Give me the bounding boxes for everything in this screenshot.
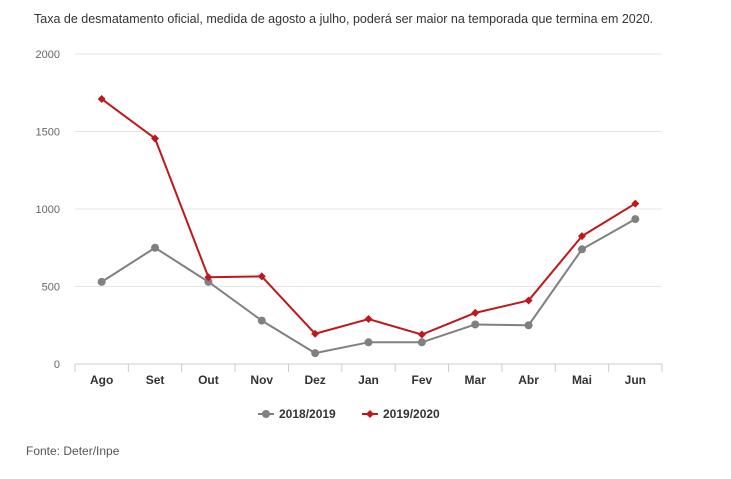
data-point-2018-2019-dez[interactable] (311, 349, 320, 358)
x-tick-label-dez: Dez (304, 373, 325, 387)
data-point-2018-2019-jun[interactable] (631, 215, 640, 224)
data-point-2019-2020-jun[interactable] (631, 199, 640, 208)
y-tick-label-1500: 1500 (36, 127, 60, 139)
x-tick-label-abr: Abr (518, 373, 539, 387)
data-point-2019-2020-abr[interactable] (524, 296, 533, 305)
x-axis-tick-labels: Ago Set Out Nov Dez Jan Fev Mar Abr Mai Jun (90, 373, 646, 387)
data-point-2018-2019-jan[interactable] (364, 338, 373, 347)
y-tick-label-0: 0 (54, 359, 60, 371)
y-tick-label-1000: 1000 (36, 204, 60, 216)
legend-marker-diamond (366, 410, 374, 418)
series-line-2019-2020 (101, 98, 636, 336)
y-axis-tick-labels: 0 500 1000 1500 2000 (36, 49, 60, 371)
data-point-2019-2020-nov[interactable] (257, 272, 266, 281)
series-lines (97, 94, 640, 358)
gridlines (75, 53, 662, 287)
y-tick-label-500: 500 (42, 282, 60, 294)
source-note: Fonte: Deter/Inpe (26, 444, 120, 458)
legend[interactable]: 2018/2019 2019/2020 (258, 407, 440, 421)
legend-label-2018-2019: 2018/2019 (279, 407, 336, 421)
data-point-2019-2020-out[interactable] (204, 273, 213, 282)
y-tick-label-2000: 2000 (36, 49, 60, 61)
x-axis (74, 363, 663, 372)
data-point-2018-2019-out[interactable] (204, 277, 213, 286)
chart-subtitle: Taxa de desmatamento oficial, medida de … (34, 12, 654, 26)
data-point-2019-2020-ago[interactable] (97, 94, 106, 103)
data-point-2019-2020-mar[interactable] (471, 308, 480, 317)
data-point-2018-2019-nov[interactable] (257, 316, 266, 325)
data-point-2019-2020-jan[interactable] (364, 315, 373, 324)
data-point-2018-2019-mar[interactable] (471, 320, 480, 329)
x-tick-label-mar: Mar (465, 373, 487, 387)
x-tick-label-fev: Fev (412, 373, 433, 387)
data-point-2018-2019-mai[interactable] (577, 245, 586, 254)
legend-marker-circle (262, 410, 270, 418)
data-point-2019-2020-fev[interactable] (417, 330, 426, 339)
x-tick-label-out: Out (198, 373, 219, 387)
legend-item-2019-2020[interactable]: 2019/2020 (362, 407, 440, 421)
x-tick-label-set: Set (146, 373, 165, 387)
x-tick-label-nov: Nov (250, 373, 273, 387)
data-point-2018-2019-set[interactable] (151, 243, 160, 252)
data-point-2019-2020-set[interactable] (151, 134, 160, 143)
x-tick-label-jan: Jan (358, 373, 379, 387)
x-tick-label-ago: Ago (90, 373, 113, 387)
data-point-2018-2019-ago[interactable] (97, 277, 106, 286)
data-point-2019-2020-mai[interactable] (577, 232, 586, 241)
data-point-2019-2020-dez[interactable] (311, 329, 320, 338)
data-point-2018-2019-abr[interactable] (524, 321, 533, 330)
data-point-2018-2019-fev[interactable] (417, 338, 426, 347)
legend-item-2018-2019[interactable]: 2018/2019 (258, 407, 336, 421)
x-tick-label-mai: Mai (572, 373, 592, 387)
x-tick-label-jun: Jun (625, 373, 646, 387)
legend-label-2019-2020: 2019/2020 (383, 407, 440, 421)
